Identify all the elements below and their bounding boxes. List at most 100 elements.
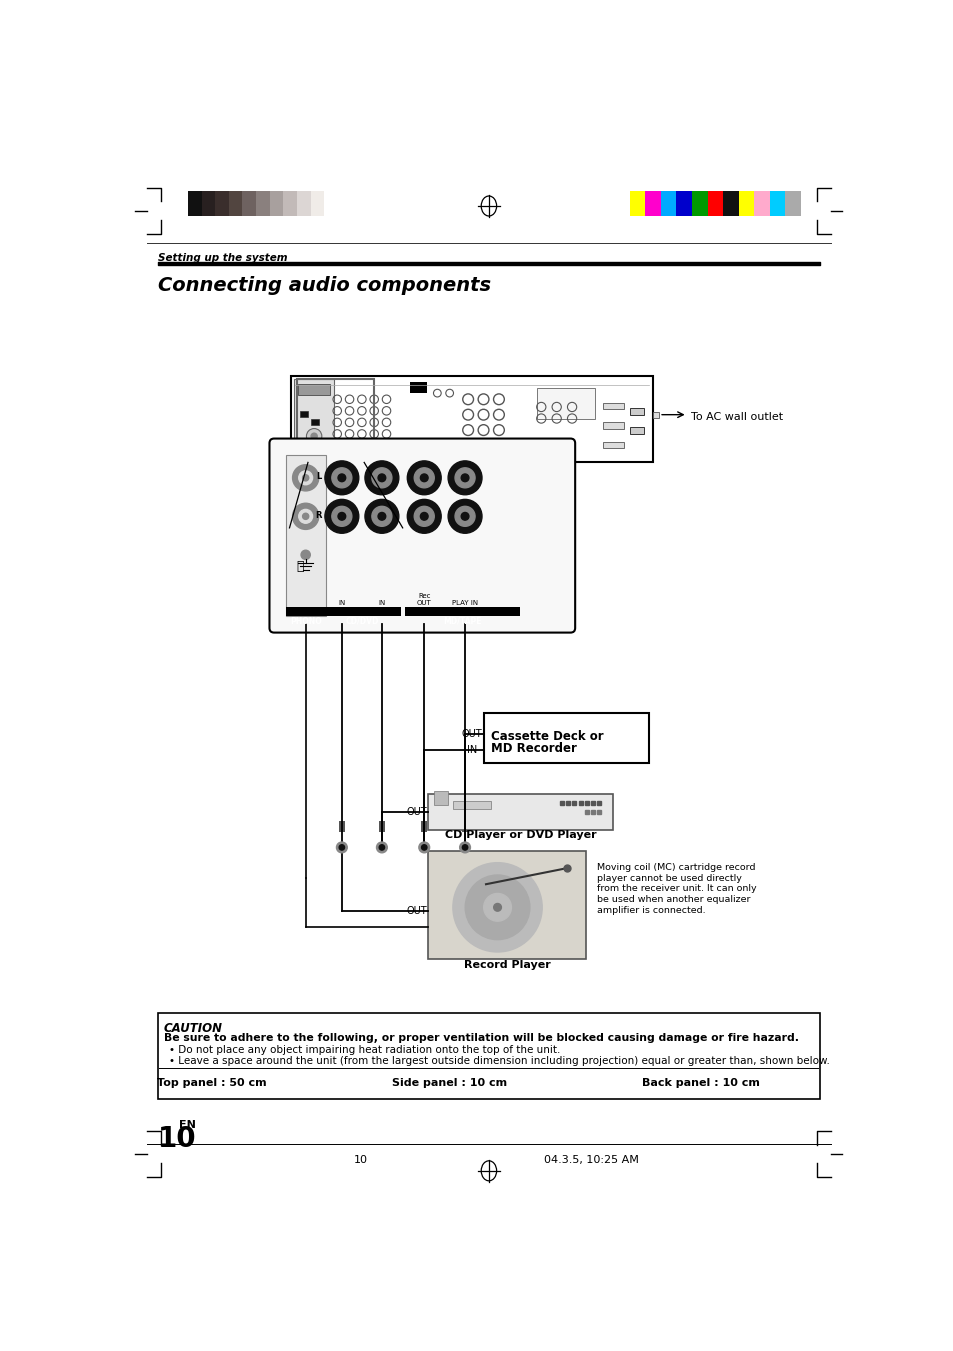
Text: CAUTION: CAUTION [164,1023,223,1035]
Bar [453,801,491,809]
Bar [300,411,308,417]
Text: OUT: OUT [461,730,482,739]
Bar [738,192,754,216]
Text: 10: 10 [353,1155,367,1166]
Bar [285,607,325,616]
Circle shape [448,461,481,494]
Bar [722,192,738,216]
Text: PLAY IN: PLAY IN [452,600,477,607]
Circle shape [465,875,529,940]
Text: R: R [314,511,321,520]
Bar [629,427,643,434]
Text: L: L [316,473,321,481]
Bar [255,192,270,216]
Circle shape [336,842,347,852]
Text: • Leave a space around the unit (from the largest outside dimension including pr: • Leave a space around the unit (from th… [169,1056,828,1066]
Circle shape [378,844,384,850]
Bar [297,384,330,396]
Bar [157,1013,820,1100]
Text: CD Player or DVD Player: CD Player or DVD Player [444,830,596,840]
Circle shape [293,465,318,490]
Circle shape [421,844,427,850]
Circle shape [455,507,475,527]
Text: Moving coil (MC) cartridge record: Moving coil (MC) cartridge record [597,863,755,871]
Bar [602,442,624,447]
Circle shape [365,500,398,534]
Bar [629,192,644,216]
Circle shape [365,461,398,494]
Circle shape [414,507,434,527]
Bar [707,192,722,216]
Text: CD/DVD: CD/DVD [346,616,379,626]
Bar [378,821,385,832]
Bar [676,192,691,216]
Circle shape [339,844,344,850]
Circle shape [337,512,345,520]
Text: PHONO: PHONO [290,616,321,626]
Circle shape [325,461,358,494]
Circle shape [460,474,469,482]
Text: from the receiver unit. It can only: from the receiver unit. It can only [597,885,757,893]
Bar [769,192,784,216]
Circle shape [325,500,358,534]
Circle shape [420,474,428,482]
Circle shape [306,428,321,444]
Text: Setting up the system: Setting up the system [157,253,287,263]
Bar [201,192,215,216]
Bar [652,412,659,417]
Text: Back panel : 10 cm: Back panel : 10 cm [641,1078,759,1089]
Text: Cassette Deck or: Cassette Deck or [491,730,603,743]
Circle shape [462,844,467,850]
Text: OUT: OUT [406,905,427,916]
Text: amplifier is connected.: amplifier is connected. [597,907,705,915]
Text: ⏚: ⏚ [296,559,304,573]
Text: OUT: OUT [406,807,427,817]
Text: Top panel : 50 cm: Top panel : 50 cm [156,1078,266,1089]
Bar [405,607,520,616]
Circle shape [414,467,434,488]
Bar [283,192,296,216]
Bar [229,192,242,216]
Text: Side panel : 10 cm: Side panel : 10 cm [392,1078,506,1089]
Bar [291,376,652,462]
Bar [338,821,345,832]
Circle shape [407,461,440,494]
Bar [294,380,334,459]
Text: MD/TAPE: MD/TAPE [443,616,481,626]
Text: be used when another equalizer: be used when another equalizer [597,896,750,904]
Circle shape [293,503,318,530]
Circle shape [377,512,385,520]
Circle shape [407,500,440,534]
Text: Rec
OUT: Rec OUT [416,593,431,607]
Bar [660,192,676,216]
Text: IN: IN [466,744,476,755]
Bar [215,192,229,216]
Circle shape [311,434,317,439]
Text: Be sure to adhere to the following, or proper ventilation will be blocked causin: Be sure to adhere to the following, or p… [164,1034,799,1043]
Bar [784,192,800,216]
Text: player cannot be used directly: player cannot be used directly [597,874,741,882]
Circle shape [420,512,428,520]
Bar [691,192,707,216]
Circle shape [455,467,475,488]
Circle shape [460,512,469,520]
Text: • Do not place any object impairing heat radiation onto the top of the unit.: • Do not place any object impairing heat… [169,1046,559,1055]
Bar [428,793,612,831]
Circle shape [418,842,429,852]
Bar [311,192,324,216]
Bar [461,821,468,832]
Bar [324,607,400,616]
Bar [483,713,648,763]
Bar [602,403,624,409]
Bar [428,851,585,959]
Circle shape [298,471,313,485]
Circle shape [298,509,313,523]
Bar [311,419,318,424]
Circle shape [376,842,387,852]
Circle shape [301,550,310,559]
Bar [242,192,255,216]
Bar [434,792,448,805]
Bar [537,388,595,419]
Circle shape [453,863,541,952]
FancyBboxPatch shape [269,439,575,632]
